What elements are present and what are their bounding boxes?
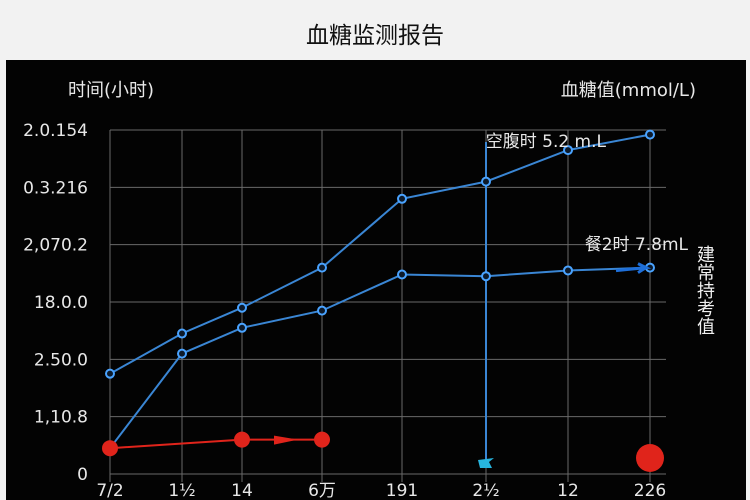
side-note: 建常持考值: [694, 245, 715, 335]
data-point-red: [234, 431, 250, 448]
data-point: [563, 265, 573, 276]
x-tick-label: 7/2: [96, 481, 123, 500]
x-tick-label: 2½: [472, 481, 499, 500]
data-point: [397, 193, 407, 204]
data-point: [317, 305, 327, 316]
reference-marker: [478, 458, 494, 468]
series-line-1: [109, 133, 651, 375]
x-tick-label: 6万: [308, 481, 336, 500]
y-tick-labels: 2.0.154 0.3.216 2,070.2 18.0.0 2.50.0 1,10.8 0: [23, 121, 88, 485]
data-point: [645, 129, 655, 140]
data-point-red: [102, 440, 118, 457]
series-arrow: [615, 262, 652, 274]
red-marker-end: [636, 444, 664, 472]
data-point: [177, 348, 187, 359]
data-point: [397, 269, 407, 280]
page-title: 血糖监测报告: [306, 23, 444, 49]
x-tick-label: 1½: [168, 481, 195, 500]
series-lines: [109, 133, 651, 468]
y-tick-label: 18.0.0: [34, 293, 88, 313]
data-point: [105, 368, 115, 379]
y-tick-label: 2,070.2: [23, 236, 88, 256]
x-tick-label: 14: [231, 481, 253, 500]
x-tick-labels: 7/2 1½ 14 6万 191 2½ 12 226: [96, 481, 666, 500]
x-axis-title: 时间(小时): [68, 80, 154, 101]
chart-panel: 时间(小时) 血糖值(mmol/L) 2.0.154 0.3.216 2,070.2…: [6, 60, 746, 500]
postmeal-annotation: 餐2时 7.8mL: [585, 235, 689, 255]
y-tick-label: 2.50.0: [34, 350, 88, 370]
data-point-red: [314, 431, 330, 448]
data-point: [177, 328, 187, 339]
red-arrowhead: [274, 435, 298, 445]
glucose-chart: 时间(小时) 血糖值(mmol/L) 2.0.154 0.3.216 2,070.2…: [23, 80, 696, 500]
y-tick-label: 0: [77, 465, 88, 485]
y-tick-label: 1,10.8: [34, 408, 88, 428]
data-point: [237, 302, 247, 313]
data-points: [102, 129, 664, 472]
series-line-2: [109, 266, 651, 449]
x-tick-label: 226: [634, 481, 666, 500]
data-point: [317, 262, 327, 273]
data-point: [563, 145, 573, 156]
x-tick-label: 12: [557, 481, 579, 500]
fasting-annotation: 空腹时 5.2 m.L: [486, 132, 607, 152]
y-tick-label: 0.3.216: [23, 178, 88, 198]
x-tick-label: 191: [386, 481, 418, 500]
data-point: [481, 271, 491, 282]
data-point: [237, 322, 247, 333]
y-axis-title: 血糖值(mmol/L): [561, 80, 696, 101]
y-tick-label: 2.0.154: [23, 121, 88, 141]
grid-lines: [109, 129, 666, 482]
data-point: [481, 176, 491, 187]
